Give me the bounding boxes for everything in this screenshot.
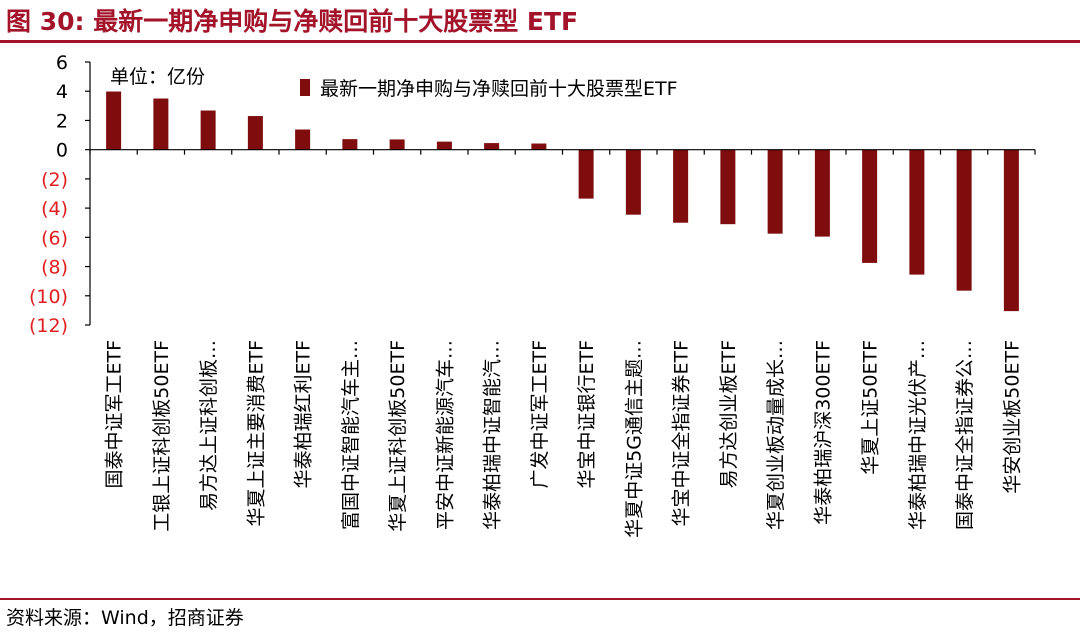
y-tick-label: (6) <box>41 227 68 249</box>
y-tick-label: 2 <box>56 110 68 132</box>
bar <box>720 149 736 225</box>
bar <box>247 116 263 150</box>
figure-title: 图 30: 最新一期净申购与净赎回前十大股票型 ETF <box>6 7 579 36</box>
y-axis: 6 4 2 0 (2) (4) (6) (8) (10) (12) <box>29 52 91 337</box>
legend-label: 最新一期净申购与净赎回前十大股票型ETF <box>320 78 678 100</box>
bar <box>342 139 358 150</box>
y-tick-label: 6 <box>56 52 68 74</box>
y-tick-label: 0 <box>56 140 68 162</box>
bar <box>956 149 972 291</box>
bar <box>153 98 169 150</box>
x-tick-label: 易方达上证科创板… <box>198 340 220 511</box>
x-tick-label: 华泰柏瑞红利ETF <box>293 340 315 489</box>
bar <box>909 149 925 275</box>
x-tick-label: 华安创业板50ETF <box>1001 340 1023 494</box>
x-tick-label: 华夏中证5G通信主题… <box>623 340 645 538</box>
x-tick-label: 华泰柏瑞中证光伏产… <box>907 340 929 530</box>
y-tick-label: (2) <box>41 169 68 191</box>
x-tick-labels: 国泰中证军工ETF 工银上证科创板50ETF 易方达上证科创板… 华夏上证主要消费ET… <box>104 340 1024 538</box>
x-tick-label: 华泰柏瑞沪深300ETF <box>812 340 834 525</box>
bar <box>106 91 122 150</box>
x-tick-label: 易方达创业板ETF <box>718 340 740 489</box>
x-axis <box>89 149 1036 155</box>
bar <box>578 149 594 199</box>
x-tick-label: 华夏上证主要消费ETF <box>245 340 267 527</box>
bar <box>295 129 311 150</box>
bar <box>200 110 216 150</box>
title-rule <box>0 40 1080 43</box>
x-tick-label: 华宝中证全指证券ETF <box>671 340 693 527</box>
bar <box>389 139 405 150</box>
x-tick-label: 广发中证军工ETF <box>529 340 551 489</box>
x-tick-label: 国泰中证军工ETF <box>104 340 126 489</box>
y-tick-label: (12) <box>29 315 68 337</box>
x-tick-label: 华泰柏瑞中证智能汽… <box>482 340 504 530</box>
bar <box>862 149 878 263</box>
y-tick-label: (10) <box>29 286 68 308</box>
bar <box>1003 149 1019 312</box>
bar-chart: 6 4 2 0 (2) (4) (6) (8) (10) (12) 国泰中证军工ETF 工银上证科创… <box>29 52 1036 538</box>
y-tick-label: (8) <box>41 257 68 279</box>
bar <box>484 143 500 150</box>
x-tick-label: 工银上证科创板50ETF <box>151 340 173 532</box>
bar <box>814 149 830 237</box>
bar <box>767 149 783 234</box>
unit-label: 单位：亿份 <box>110 66 205 88</box>
source-rule <box>0 598 1080 600</box>
x-tick-label: 华宝中证银行ETF <box>576 340 598 489</box>
x-tick-label: 平安中证新能源汽车… <box>434 340 456 530</box>
y-tick-label: 4 <box>56 81 68 103</box>
legend-swatch <box>300 79 310 96</box>
y-tick-label: (4) <box>41 198 68 220</box>
source-note: 资料来源：Wind，招商证券 <box>6 607 244 629</box>
x-tick-label: 华夏上证50ETF <box>860 340 882 475</box>
bar <box>436 141 452 150</box>
bars <box>106 91 1019 312</box>
x-tick-label: 华夏创业板动量成长… <box>765 340 787 530</box>
bar <box>673 149 689 223</box>
x-tick-label: 富国中证智能汽车主… <box>340 340 362 530</box>
bar <box>531 143 547 150</box>
x-tick-label: 华夏上证科创板50ETF <box>387 340 409 532</box>
bar <box>625 149 641 215</box>
x-tick-label: 国泰中证全指证券公… <box>954 340 976 530</box>
